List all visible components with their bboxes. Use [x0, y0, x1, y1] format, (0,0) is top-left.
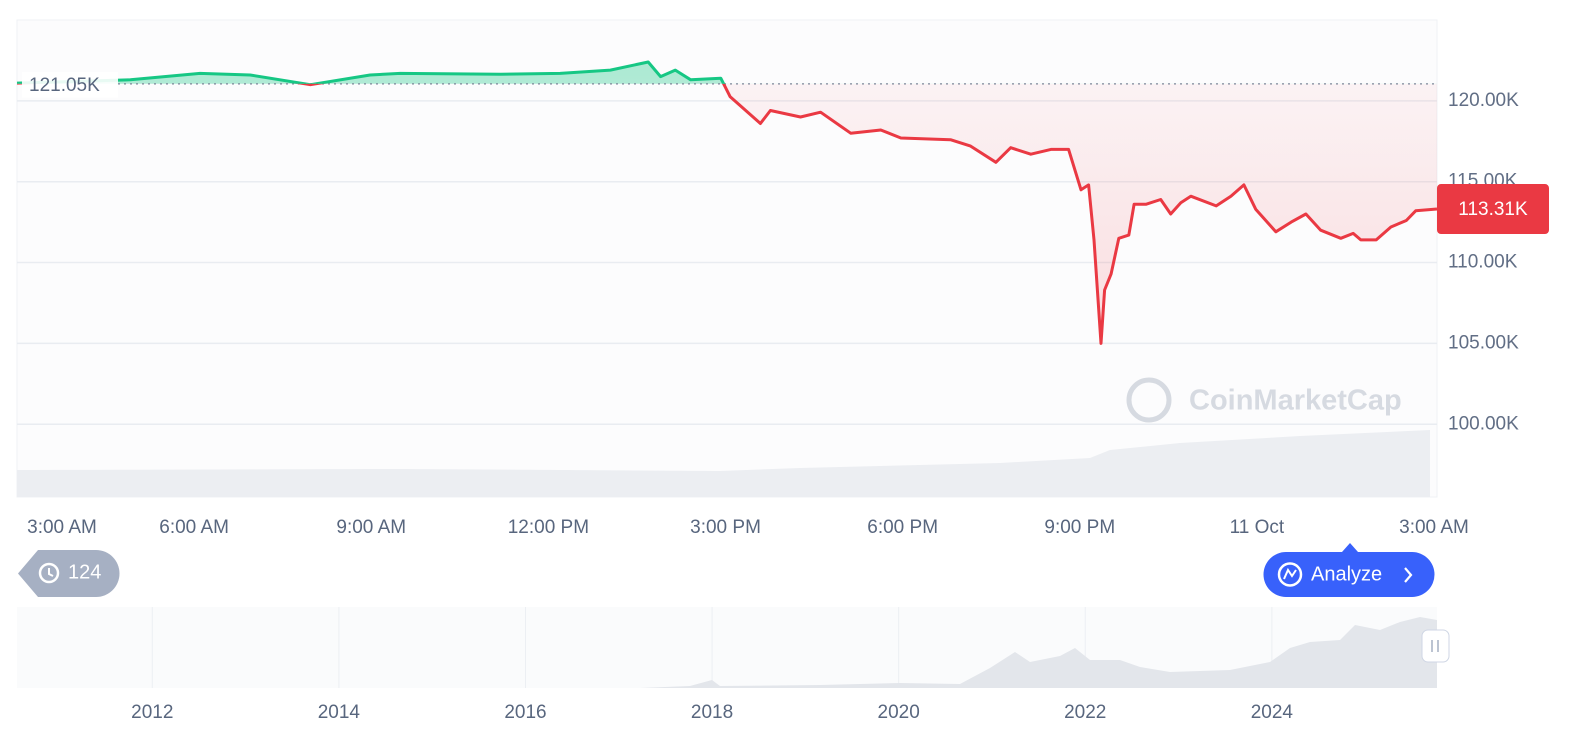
- history-badge[interactable]: [18, 550, 120, 597]
- last-price-tag: [1437, 184, 1549, 235]
- history-icon: [38, 562, 60, 584]
- navigator-year-label: 2018: [691, 702, 733, 723]
- x-tick-label: 3:00 AM: [27, 517, 97, 538]
- x-tick-label: 9:00 PM: [1044, 517, 1115, 538]
- area-above: [17, 62, 724, 84]
- x-tick-label: 6:00 AM: [159, 517, 229, 538]
- y-tick-label: 105.00K: [1448, 332, 1519, 353]
- navigator-year-label: 2016: [504, 702, 546, 723]
- price-line-below: [17, 83, 1438, 345]
- navigator-handle-grip: [1431, 640, 1439, 652]
- analyze-icon-mark: [1283, 567, 1297, 580]
- x-tick-label: 6:00 PM: [867, 517, 938, 538]
- navigator-silhouette: [17, 617, 1437, 688]
- navigator-year-label: 2024: [1251, 702, 1294, 723]
- navigator-year-label: 2020: [878, 702, 920, 723]
- navigator-year-label: 2014: [318, 702, 361, 723]
- x-tick-label: 9:00 AM: [336, 517, 406, 538]
- price-line-above: [16, 60, 726, 84]
- y-tick-label: 110.00K: [1448, 252, 1518, 273]
- analyze-label[interactable]: Analyze: [1311, 563, 1382, 585]
- volume-band: [17, 430, 1430, 497]
- navigator-year-label: 2012: [131, 702, 173, 723]
- last-price-label: 113.31K: [1458, 199, 1528, 220]
- history-icon-hands: [48, 568, 54, 577]
- analyze-chevron: [1404, 567, 1413, 583]
- x-tick-label: 3:00 PM: [690, 517, 761, 538]
- baseline-label-box: [22, 71, 118, 98]
- navigator-year-label: 2022: [1064, 702, 1106, 723]
- watermark: CoinMarketCap: [1189, 385, 1402, 417]
- analyze-button[interactable]: [1263, 543, 1435, 597]
- y-tick-label: 120.00K: [1448, 90, 1519, 111]
- history-count: 124: [68, 561, 101, 583]
- watermark-logo: [1126, 377, 1172, 423]
- analyze-icon: [1277, 562, 1303, 587]
- area-below: [17, 83, 1437, 344]
- watermark-group: CoinMarketCap: [1126, 377, 1402, 423]
- y-tick-label: 100.00K: [1448, 413, 1519, 434]
- x-tick-label: 12:00 PM: [508, 517, 589, 538]
- x-tick-label: 11 Oct: [1230, 517, 1285, 538]
- navigator-handle[interactable]: [1421, 629, 1450, 663]
- baseline-label: 121.05K: [29, 75, 100, 96]
- x-tick-label: 3:00 AM: [1399, 517, 1469, 538]
